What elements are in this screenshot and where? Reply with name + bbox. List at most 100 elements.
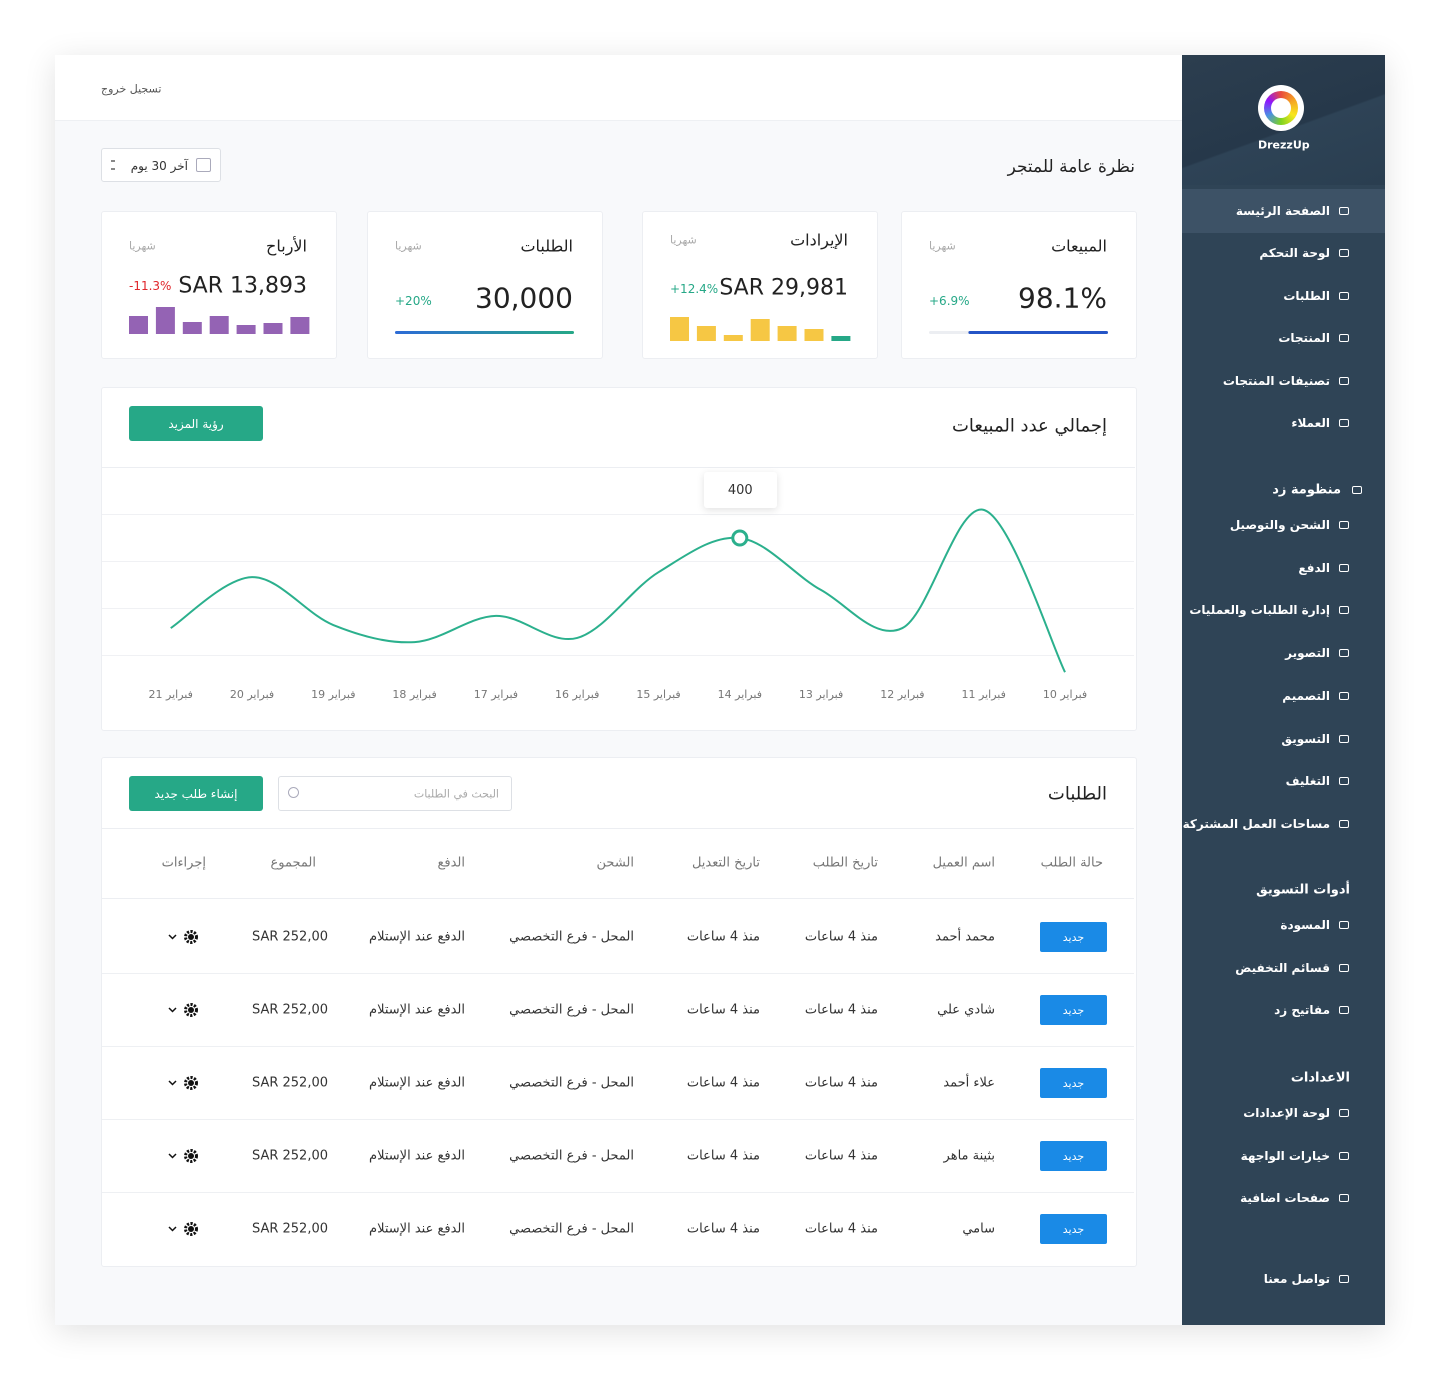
menu-item[interactable]: مفاتيح زد: [1274, 1003, 1330, 1018]
menu-icon: [1339, 1006, 1349, 1015]
divider: [102, 898, 1134, 899]
search-box[interactable]: [278, 776, 512, 811]
table-cell: المحل - فرع التخصصي: [509, 1148, 634, 1164]
menu-item[interactable]: الشحن والتوصيل: [1229, 518, 1330, 532]
table-cell: محمد أحمد: [935, 929, 995, 945]
menu-icon: [1339, 1151, 1349, 1160]
row-actions: [168, 930, 198, 944]
stat-change: -11.3%: [129, 279, 172, 293]
mini-bar: [831, 336, 851, 341]
mini-bar: [777, 326, 797, 341]
stat-period: شهريا: [929, 239, 956, 253]
menu-icon: [1339, 777, 1349, 786]
stat-title: الإيرادات: [790, 230, 848, 250]
menu-icon: [1339, 334, 1349, 343]
menu-item[interactable]: إدارة الطلبات والعمليات: [1189, 603, 1330, 618]
stat-period: شهريا: [670, 233, 697, 247]
menu-section-title: الاعدادات: [1290, 1070, 1350, 1086]
logo-core: [1271, 98, 1291, 118]
mini-bar: [750, 319, 770, 341]
row-actions: [168, 1149, 198, 1163]
table-cell: الدفع عند الإستلام: [369, 1002, 465, 1018]
status-badge[interactable]: جديد: [1040, 995, 1107, 1025]
menu-item[interactable]: لوحة التحكم: [1259, 246, 1330, 261]
menu-icon: [1339, 1194, 1349, 1203]
mini-bar-chart: [129, 307, 310, 334]
status-badge[interactable]: جديد: [1040, 1141, 1107, 1171]
menu-item[interactable]: التصوير: [1285, 646, 1330, 661]
x-tick-label: 21 فبراير: [149, 688, 193, 701]
menu-item[interactable]: خيارات الواجهة: [1240, 1148, 1330, 1163]
table-cell: المحل - فرع التخصصي: [509, 929, 634, 945]
menu-item[interactable]: صفحات اضافية: [1240, 1191, 1330, 1206]
menu-icon: [1339, 691, 1349, 700]
x-tick-label: 13 فبراير: [799, 688, 843, 701]
x-tick-label: 10 فبراير: [1043, 688, 1087, 701]
menu-item[interactable]: مساحات العمل المشتركة: [1182, 816, 1330, 831]
chart-card: [101, 387, 1137, 731]
menu-item[interactable]: المسودة: [1280, 918, 1330, 932]
line-chart: 10 فبراير 11 فبراير 12 فبراير 13 فبراير 14 ف…: [101, 467, 1135, 701]
brand: DrezzUp: [1258, 138, 1310, 152]
see-more-button[interactable]: رؤية المزيد: [129, 406, 263, 441]
table-cell: الدفع عند الإستلام: [369, 1075, 465, 1091]
menu-icon: [1339, 419, 1349, 427]
status-badge[interactable]: جديد: [1040, 1214, 1107, 1244]
row-actions: [168, 1003, 198, 1017]
menu-item[interactable]: المنتجات: [1278, 331, 1330, 346]
menu-item[interactable]: التغليف: [1285, 774, 1330, 789]
menu-icon: [1339, 606, 1349, 615]
stat-value: 98.1%: [1018, 281, 1107, 315]
status-badge[interactable]: جديد: [1040, 922, 1107, 952]
overview-title: نظرة عامة للمتجر: [1007, 157, 1135, 177]
menu-item[interactable]: التسويق: [1281, 731, 1330, 746]
menu-item[interactable]: العملاء: [1291, 416, 1330, 430]
menu-item[interactable]: التصميم: [1282, 688, 1330, 703]
stat-value: SAR 29,981: [719, 275, 848, 301]
column-header: تاريخ الطلب: [812, 855, 878, 871]
x-tick-label: 14 فبراير: [718, 688, 762, 701]
column-header: تاريخ التعديل: [691, 855, 760, 871]
table-cell: سامي: [962, 1221, 995, 1237]
table-cell: علاء أحمد: [943, 1075, 995, 1091]
stat-card: [367, 211, 603, 359]
table-cell: الدفع عند الإستلام: [369, 929, 465, 945]
mini-bar: [804, 329, 824, 341]
progress-fill: [395, 331, 574, 334]
highlight-point: [731, 529, 749, 547]
table-cell: منذ 4 ساعات: [686, 1148, 760, 1164]
menu-item[interactable]: تصنيفات المنتجات: [1222, 373, 1330, 388]
menu-section-title: منظومة زد: [1272, 482, 1341, 498]
table-cell: الدفع عند الإستلام: [369, 1221, 465, 1237]
status-badge[interactable]: جديد: [1040, 1068, 1107, 1098]
mini-bar: [129, 316, 148, 334]
row-actions: [168, 1076, 198, 1090]
table-cell: المحل - فرع التخصصي: [509, 1002, 634, 1018]
x-tick-label: 18 فبراير: [392, 688, 436, 701]
menu-item[interactable]: الصفحة الرئيسة: [1235, 204, 1330, 218]
logout-link[interactable]: تسجيل خروج: [101, 82, 162, 96]
row-divider: [102, 1046, 1134, 1047]
column-header: المجموع: [270, 855, 316, 871]
gear-icon-core: [188, 1007, 194, 1013]
orders-title: الطلبات: [1047, 783, 1107, 805]
menu-item[interactable]: الطلبات: [1283, 288, 1330, 303]
mini-bar: [290, 317, 310, 334]
row-actions: [168, 1222, 198, 1236]
create-order-button[interactable]: إنشاء طلب جديد: [129, 776, 263, 811]
stat-title: المبيعات: [1051, 236, 1107, 256]
menu-item[interactable]: لوحة الإعدادات: [1243, 1106, 1330, 1120]
search-placeholder: البحث في الطلبات: [413, 787, 499, 801]
menu-item[interactable]: الدفع: [1298, 560, 1330, 575]
table-cell: المحل - فرع التخصصي: [509, 1075, 634, 1091]
menu-icon: [1339, 249, 1349, 258]
active-item-highlight: [1182, 189, 1385, 233]
search-icon: [288, 787, 299, 798]
menu-icon: [1339, 563, 1349, 572]
menu-item[interactable]: قسائم التخفيض: [1235, 960, 1330, 975]
orders-card: [101, 757, 1137, 1267]
date-range-picker[interactable]: [101, 148, 221, 182]
table-cell: منذ 4 ساعات: [804, 1148, 878, 1164]
menu-item[interactable]: تواصل معنا: [1263, 1272, 1330, 1286]
row-divider: [102, 1192, 1134, 1193]
